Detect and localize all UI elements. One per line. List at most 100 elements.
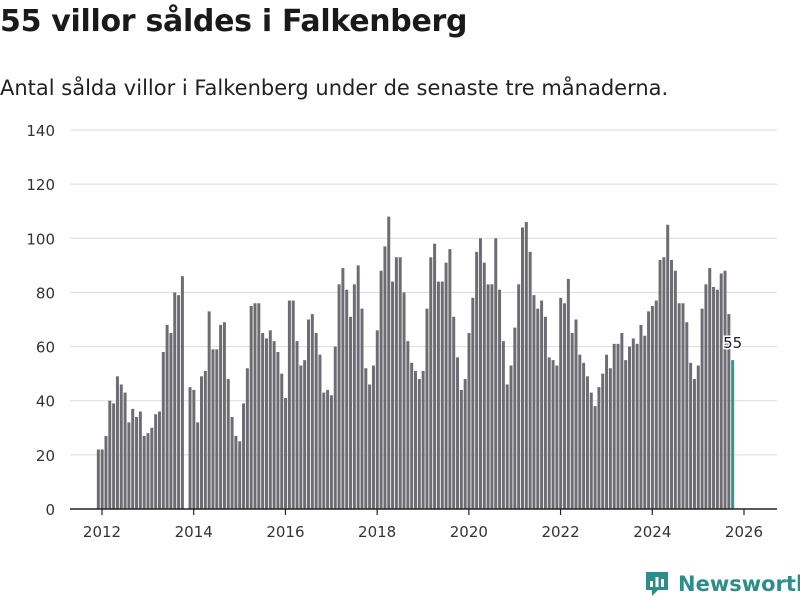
- y-axis-ticks: 0 20 40 60 80 100 120 140: [26, 122, 55, 519]
- bar: [624, 360, 628, 509]
- bar: [410, 362, 414, 509]
- bar: [349, 316, 353, 509]
- bar: [696, 365, 700, 509]
- bar: [115, 376, 119, 509]
- bar: [559, 297, 563, 509]
- bar: [146, 433, 150, 509]
- bar: [570, 333, 574, 509]
- bar: [219, 324, 223, 509]
- bar: [463, 379, 467, 509]
- bar: [280, 373, 284, 509]
- bar: [318, 354, 322, 509]
- bar: [310, 314, 314, 509]
- bar: [188, 387, 192, 509]
- bars: [96, 216, 735, 510]
- bar: [238, 441, 242, 509]
- bar: [712, 287, 716, 509]
- bar: [589, 392, 593, 509]
- bar: [448, 249, 452, 510]
- bar: [345, 289, 349, 509]
- bar: [249, 305, 253, 509]
- bar: [513, 327, 517, 509]
- bar: [398, 257, 402, 509]
- y-tick-label: 20: [36, 447, 55, 465]
- bar: [681, 303, 685, 509]
- bar: [654, 300, 658, 509]
- bar: [123, 392, 127, 509]
- bar: [295, 341, 299, 509]
- bar: [387, 216, 391, 509]
- bar: [631, 338, 635, 509]
- bar: [394, 257, 398, 509]
- bar: [628, 346, 631, 509]
- bar: [517, 284, 521, 509]
- bar: [326, 389, 330, 509]
- bar: [272, 341, 276, 509]
- bar: [138, 411, 142, 509]
- bar: [620, 333, 624, 509]
- bar: [287, 300, 291, 509]
- bar: [685, 322, 689, 509]
- bar: [521, 227, 524, 509]
- bar: [478, 238, 482, 510]
- bar: [486, 284, 490, 509]
- bar: [475, 251, 479, 509]
- bar: [498, 289, 502, 509]
- bar: [180, 276, 184, 509]
- bar: [161, 351, 165, 509]
- x-axis: 2012 2014 2016 2018 2020 2022 2024 2026: [70, 508, 777, 541]
- bar: [234, 435, 238, 509]
- bar: [196, 422, 200, 509]
- bar: [582, 362, 586, 509]
- bar: [612, 343, 616, 509]
- x-tick-label: 2022: [541, 523, 579, 541]
- bar: [402, 292, 406, 509]
- bar: [303, 360, 307, 509]
- brand[interactable]: Newsworthy: [644, 570, 800, 598]
- bar: [352, 284, 356, 509]
- bar: [165, 324, 169, 509]
- bar: [459, 389, 463, 509]
- bar: [444, 262, 448, 509]
- x-tick-label: 2024: [633, 523, 671, 541]
- bar: [532, 295, 536, 509]
- bar: [708, 268, 712, 509]
- bar: [482, 262, 486, 509]
- bar: [673, 270, 677, 509]
- bar: [414, 370, 417, 509]
- bar: [333, 346, 337, 509]
- bar: [540, 300, 544, 509]
- bar: [471, 297, 475, 509]
- bar: [616, 343, 620, 509]
- bar: [131, 408, 135, 509]
- bar: [157, 411, 161, 509]
- bar: [203, 370, 207, 509]
- bar: [715, 289, 719, 509]
- bar: [406, 341, 410, 509]
- bar: [421, 370, 425, 509]
- y-tick-label: 40: [36, 393, 55, 411]
- bar: [689, 362, 693, 509]
- bar: [226, 379, 230, 509]
- bar: [230, 416, 234, 509]
- x-tick-label: 2026: [725, 523, 763, 541]
- bar: [192, 389, 196, 509]
- bar: [650, 305, 654, 509]
- bar: [253, 303, 257, 509]
- bar: [719, 273, 723, 509]
- bar: [356, 265, 360, 509]
- bar: [135, 416, 139, 509]
- bar: [211, 349, 215, 509]
- highlight-value-label: 55: [723, 334, 742, 352]
- bar: [501, 341, 505, 509]
- bar: [433, 243, 437, 509]
- bar: [177, 295, 181, 509]
- bar: [154, 414, 158, 509]
- bar: [509, 365, 513, 509]
- y-tick-label: 0: [45, 501, 55, 519]
- bar: [551, 360, 555, 509]
- bar: [142, 435, 146, 509]
- bar: [284, 398, 288, 509]
- bar: [417, 379, 421, 509]
- bar: [524, 222, 528, 510]
